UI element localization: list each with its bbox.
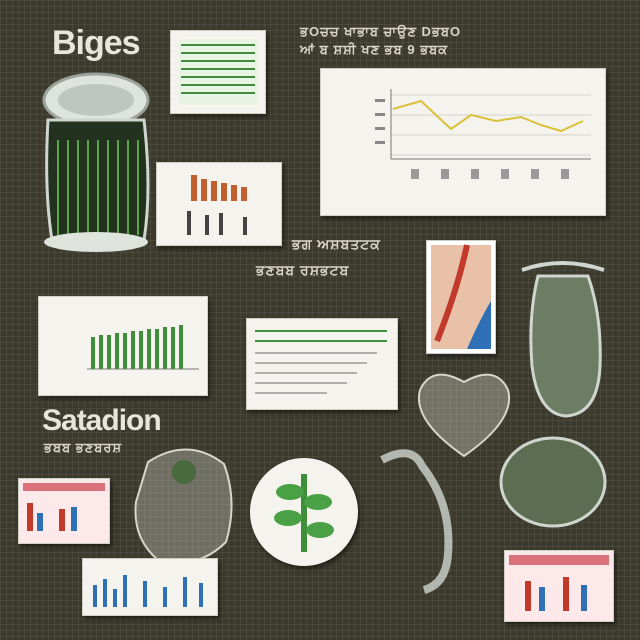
green-table-card-2 xyxy=(246,318,398,410)
green-table-card xyxy=(170,30,266,114)
heart-icon xyxy=(412,360,516,460)
line-chart-card xyxy=(320,68,606,216)
caption-middle-left: ਭਬਬ ਭਣਬਰਸ਼ xyxy=(44,440,123,455)
bar-chart-graphic-2 xyxy=(87,325,199,370)
bar-chart-card-4 xyxy=(82,558,218,616)
line-chart-graphic xyxy=(375,89,591,179)
caption-center-2: ਭਣਬਬ ਰਸ਼ਭਟਬ xyxy=(256,262,350,278)
seahorse-icon xyxy=(362,444,472,594)
green-table-graphic xyxy=(179,39,257,105)
bar-chart-graphic-1 xyxy=(187,175,247,235)
bar-chart-graphic-3 xyxy=(23,483,105,531)
photo-graphic xyxy=(431,244,491,349)
caption-center-1: ਭਗ ਅਸ਼ਬਤਟਕ xyxy=(292,236,381,252)
bar-chart-card-3 xyxy=(18,478,110,544)
bar-chart-card-1 xyxy=(156,162,282,246)
stone-icon xyxy=(128,442,238,570)
bar-chart-graphic-4 xyxy=(93,575,203,607)
leaf-icon xyxy=(250,458,358,566)
shell-icon xyxy=(498,432,608,530)
section-title: Satadion xyxy=(42,404,162,437)
bar-chart-graphic-5 xyxy=(509,555,609,611)
jar-icon xyxy=(34,70,154,260)
green-table-graphic-2 xyxy=(255,330,387,394)
caption-top-1: ਭOਚਚ ਖਾਭਾਬ ਚਾਉਣ DਭਬO xyxy=(300,24,462,39)
caption-top-2: ਆਂ ਬ ਸ਼ਸ਼ੀ ਖਣ ਭਬ 9 ਭਬਕ xyxy=(300,42,449,57)
photo-card xyxy=(426,240,496,354)
bar-chart-card-5 xyxy=(504,550,614,622)
vase-icon xyxy=(518,256,608,420)
page-title: Biges xyxy=(52,24,141,62)
bar-chart-card-2 xyxy=(38,296,208,396)
